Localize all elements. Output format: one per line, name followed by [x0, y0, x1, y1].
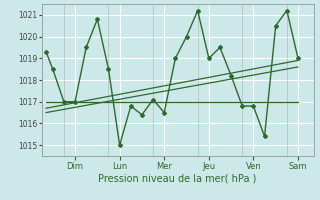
- X-axis label: Pression niveau de la mer( hPa ): Pression niveau de la mer( hPa ): [99, 173, 257, 183]
